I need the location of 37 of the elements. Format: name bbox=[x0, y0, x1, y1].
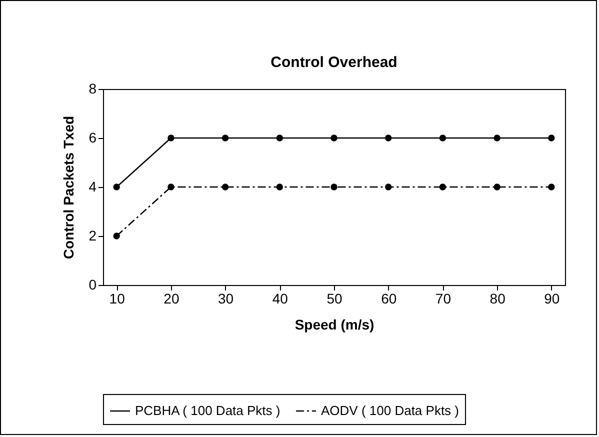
x-tick-label: 50 bbox=[326, 290, 342, 306]
point bbox=[276, 184, 283, 190]
x-tick-label: 10 bbox=[109, 290, 126, 306]
legend-label: PCBHA ( 100 Data Pkts ) bbox=[135, 403, 280, 418]
chart-title: Control Overhead bbox=[270, 54, 398, 71]
point bbox=[439, 184, 446, 190]
point bbox=[222, 184, 229, 190]
x-tick-label: 60 bbox=[381, 290, 397, 306]
x-tick-label: 90 bbox=[544, 290, 560, 306]
point bbox=[168, 134, 174, 142]
y-axis-title: Control Packets Txed bbox=[60, 116, 77, 260]
x-tick-label: 80 bbox=[490, 290, 506, 306]
x-axis-title: Speed (m/s) bbox=[294, 316, 374, 332]
point bbox=[222, 134, 229, 142]
point bbox=[276, 134, 283, 142]
point bbox=[330, 134, 338, 142]
point bbox=[439, 134, 446, 142]
x-tick-label: 20 bbox=[164, 290, 180, 306]
point bbox=[330, 184, 338, 190]
y-tick-label: 8 bbox=[88, 80, 97, 96]
x-tick-label: 40 bbox=[272, 290, 288, 306]
x-tick-label: 30 bbox=[218, 290, 234, 306]
point bbox=[113, 232, 120, 240]
point bbox=[113, 184, 120, 190]
point bbox=[548, 134, 555, 142]
legend-label: AODV ( 100 Data Pkts ) bbox=[321, 403, 459, 418]
y-tick-label: 2 bbox=[88, 228, 97, 244]
point bbox=[385, 134, 392, 142]
y-tick-label: 0 bbox=[88, 276, 97, 292]
point bbox=[548, 184, 555, 190]
x-tick-label: 70 bbox=[435, 290, 452, 306]
point bbox=[385, 184, 392, 190]
point bbox=[494, 184, 500, 190]
y-tick-label: 6 bbox=[88, 130, 97, 146]
point bbox=[168, 184, 174, 190]
point bbox=[494, 134, 500, 142]
y-tick-label: 4 bbox=[88, 178, 97, 194]
